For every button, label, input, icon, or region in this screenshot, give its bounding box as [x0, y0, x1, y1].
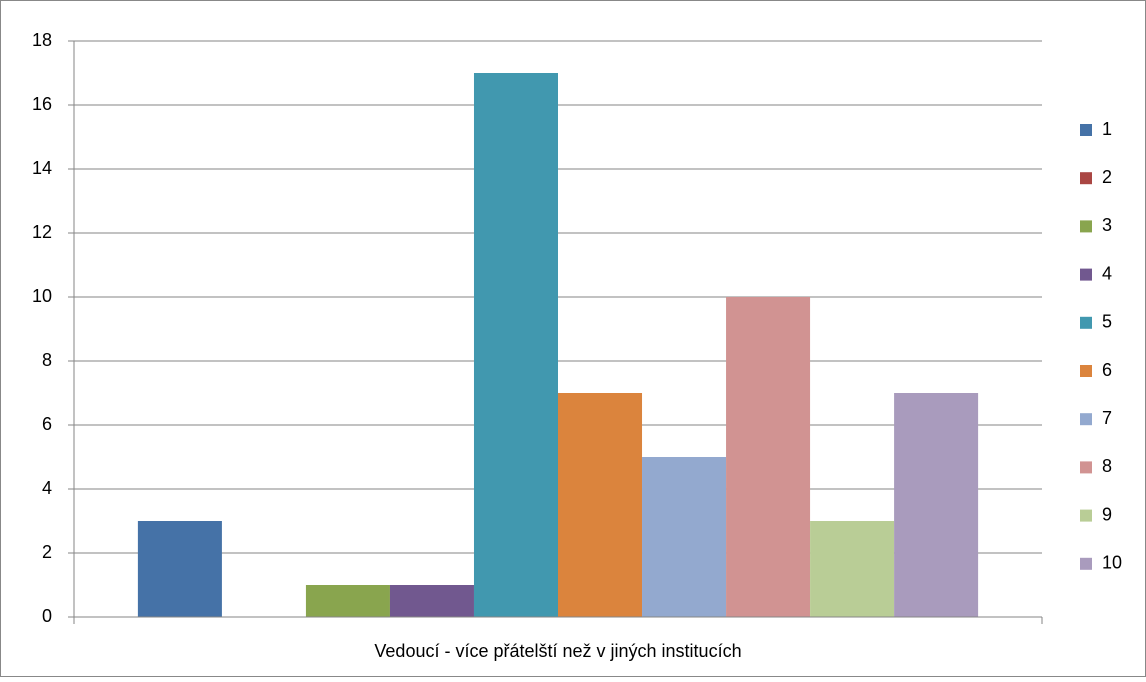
y-tick-label: 6	[42, 414, 52, 434]
bar	[642, 457, 727, 617]
legend-swatch	[1080, 509, 1092, 522]
bar	[558, 393, 643, 617]
y-tick-label: 2	[42, 542, 52, 562]
bar	[894, 393, 979, 617]
y-tick-label: 4	[42, 478, 52, 498]
legend-swatch	[1080, 220, 1092, 233]
y-tick-label: 12	[32, 222, 52, 242]
bar	[473, 73, 558, 617]
legend-label: 7	[1102, 408, 1112, 428]
legend-swatch	[1080, 461, 1092, 474]
legend-swatch	[1080, 124, 1092, 136]
bar	[305, 585, 390, 617]
legend-label: 5	[1102, 312, 1112, 332]
y-tick-label: 8	[42, 350, 52, 370]
y-tick-label: 10	[32, 286, 52, 306]
bar	[389, 585, 474, 617]
y-tick-label: 14	[32, 158, 52, 178]
legend-swatch	[1080, 268, 1092, 281]
x-tick-label: Vedoucí - více přátelští než v jiných in…	[374, 641, 741, 661]
legend-label: 2	[1102, 167, 1112, 187]
legend-label: 8	[1102, 456, 1112, 476]
y-tick-label: 18	[32, 30, 52, 50]
legend-label: 3	[1102, 215, 1112, 235]
legend-label: 10	[1102, 553, 1122, 573]
legend-swatch	[1080, 557, 1092, 570]
legend-label: 9	[1102, 504, 1112, 524]
legend-swatch	[1080, 413, 1092, 426]
legend-label: 6	[1102, 360, 1112, 380]
y-tick-label: 0	[42, 606, 52, 626]
legend-label: 1	[1102, 119, 1112, 139]
legend-label: 4	[1102, 263, 1112, 283]
bar	[810, 521, 895, 617]
legend-swatch	[1080, 172, 1092, 185]
legend-swatch	[1080, 316, 1092, 329]
y-tick-label: 16	[32, 94, 52, 114]
bar	[137, 521, 222, 617]
bar	[726, 297, 811, 617]
legend-swatch	[1080, 365, 1092, 377]
